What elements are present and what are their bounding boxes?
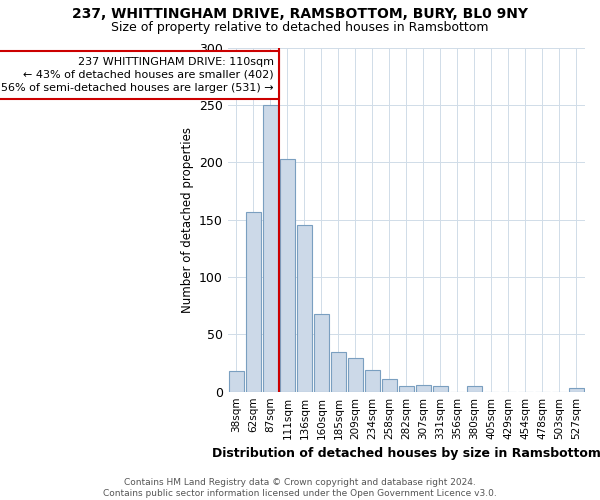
Bar [348, 358, 363, 392]
Bar [467, 386, 482, 392]
Bar [314, 314, 329, 392]
Y-axis label: Number of detached properties: Number of detached properties [181, 126, 194, 312]
Bar [382, 379, 397, 392]
Bar [229, 371, 244, 392]
Text: Size of property relative to detached houses in Ramsbottom: Size of property relative to detached ho… [111, 21, 489, 34]
Bar [280, 159, 295, 392]
Bar [365, 370, 380, 392]
Bar [331, 352, 346, 392]
Bar [245, 212, 261, 392]
Text: 237 WHITTINGHAM DRIVE: 110sqm
← 43% of detached houses are smaller (402)
56% of : 237 WHITTINGHAM DRIVE: 110sqm ← 43% of d… [1, 56, 274, 93]
Bar [297, 226, 312, 392]
Text: 237, WHITTINGHAM DRIVE, RAMSBOTTOM, BURY, BL0 9NY: 237, WHITTINGHAM DRIVE, RAMSBOTTOM, BURY… [72, 8, 528, 22]
Bar [399, 386, 414, 392]
Bar [263, 105, 278, 392]
Bar [416, 385, 431, 392]
X-axis label: Distribution of detached houses by size in Ramsbottom: Distribution of detached houses by size … [212, 447, 600, 460]
Bar [569, 388, 584, 392]
Bar [433, 386, 448, 392]
Text: Contains HM Land Registry data © Crown copyright and database right 2024.
Contai: Contains HM Land Registry data © Crown c… [103, 478, 497, 498]
